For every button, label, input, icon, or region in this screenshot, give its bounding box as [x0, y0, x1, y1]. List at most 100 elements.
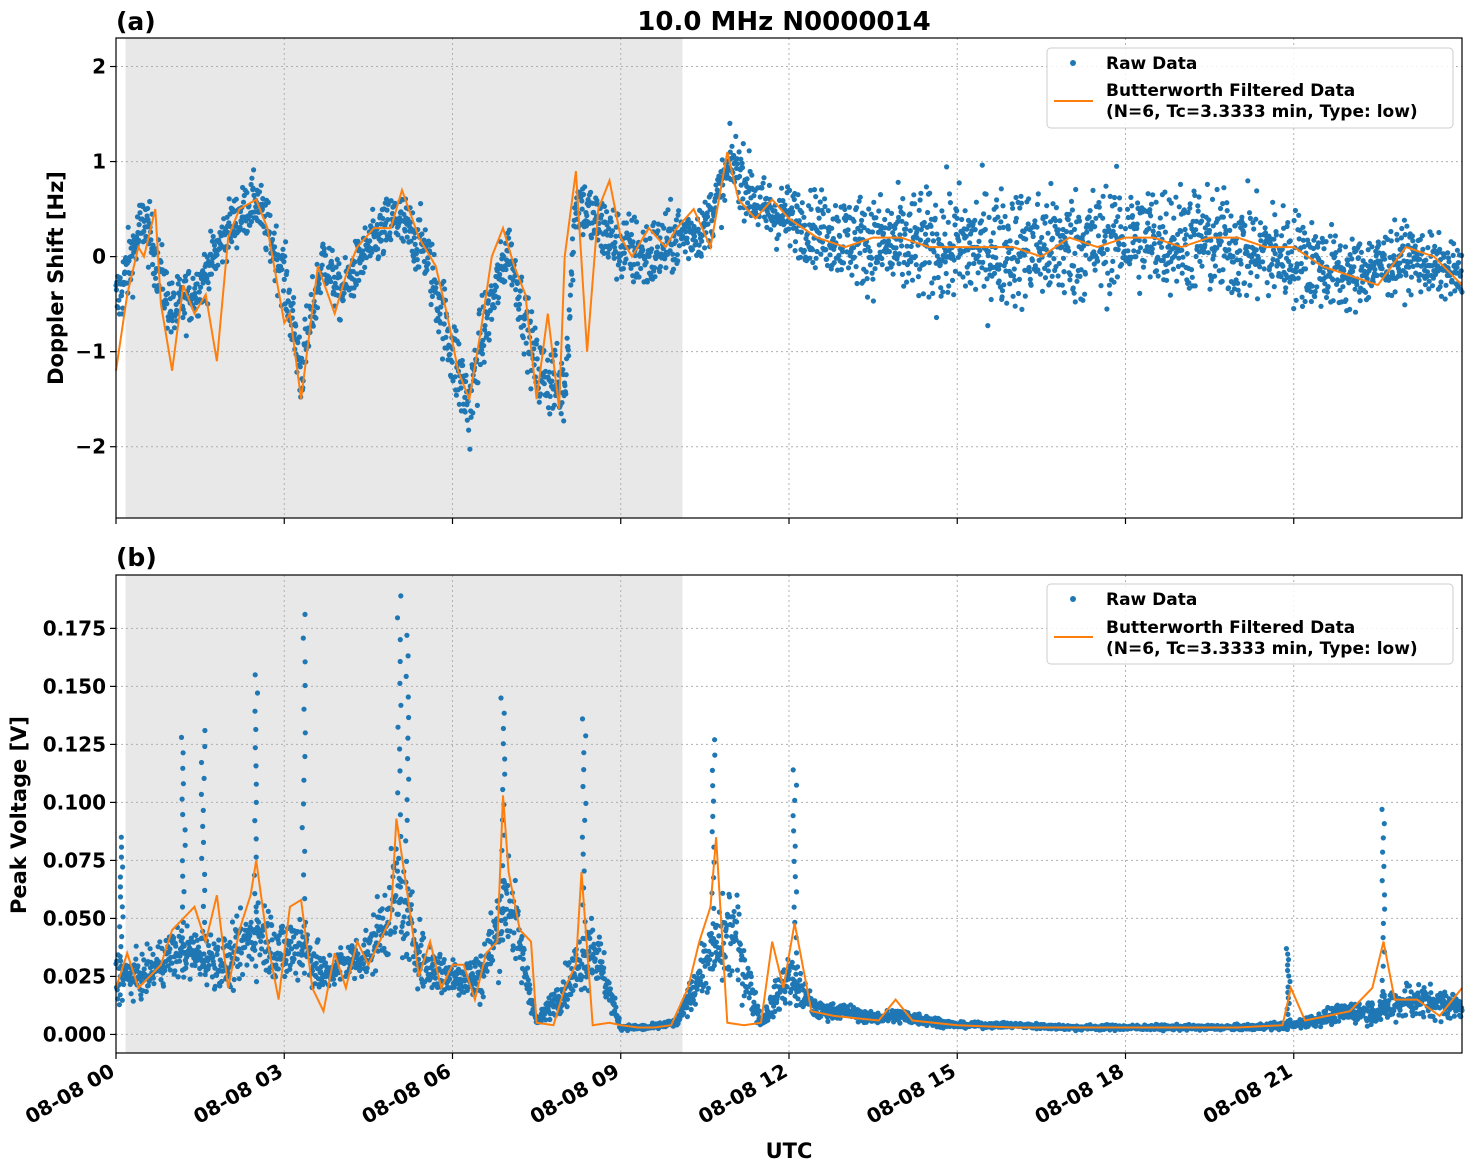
raw-data-point — [1313, 234, 1319, 240]
raw-data-point — [558, 1008, 564, 1015]
raw-data-point — [791, 196, 797, 203]
raw-data-point — [1247, 282, 1253, 288]
raw-data-point — [663, 265, 669, 271]
raw-data-point — [705, 214, 711, 220]
raw-data-point — [520, 956, 526, 962]
raw-data-point — [985, 253, 991, 259]
raw-data-point — [861, 212, 868, 218]
raw-data-point — [596, 934, 603, 940]
raw-data-point — [385, 951, 391, 957]
raw-data-point — [749, 172, 755, 178]
raw-data-point — [1220, 267, 1226, 273]
raw-data-point — [116, 1002, 122, 1008]
raw-data-point — [151, 283, 157, 289]
raw-data-point — [1209, 196, 1216, 202]
raw-data-point — [384, 207, 390, 213]
y-tick-label: 0 — [92, 245, 106, 269]
raw-data-point — [139, 951, 145, 957]
raw-data-point — [822, 196, 828, 202]
raw-data-point — [930, 238, 937, 244]
raw-data-point — [962, 208, 968, 214]
raw-data-point — [567, 292, 574, 298]
raw-data-point — [419, 231, 425, 237]
raw-data-point — [145, 983, 151, 989]
raw-data-point — [1140, 264, 1147, 270]
raw-data-point — [1199, 218, 1205, 224]
raw-data-point — [746, 148, 752, 154]
raw-data-point — [425, 261, 431, 267]
raw-data-point — [1245, 178, 1251, 184]
raw-data-point — [817, 199, 823, 205]
raw-data-point — [502, 278, 508, 284]
raw-data-point — [782, 202, 788, 208]
raw-data-point — [859, 217, 865, 223]
raw-data-point — [464, 417, 470, 423]
raw-data-point — [336, 261, 342, 267]
raw-data-point — [1111, 279, 1117, 285]
raw-data-point — [772, 208, 778, 214]
raw-data-point — [606, 246, 613, 252]
raw-data-point — [298, 929, 304, 935]
raw-data-point — [882, 225, 888, 231]
raw-data-point — [733, 930, 739, 936]
raw-data-point — [1100, 193, 1106, 199]
raw-data-point — [569, 236, 576, 242]
raw-data-point — [482, 323, 488, 329]
raw-data-point — [328, 278, 334, 285]
raw-data-point — [308, 291, 314, 298]
raw-data-point — [851, 218, 857, 224]
raw-data-point — [716, 933, 722, 939]
raw-data-point — [849, 272, 855, 278]
raw-data-point — [331, 981, 337, 987]
raw-data-point — [1253, 247, 1259, 253]
panel-b-shaded-span — [125, 575, 683, 1053]
raw-data-point — [214, 951, 220, 958]
figure-title: 10.0 MHz N0000014 — [637, 7, 930, 37]
raw-data-point — [683, 229, 689, 235]
raw-data-point — [409, 248, 415, 254]
raw-data-point — [145, 205, 151, 212]
raw-data-point — [612, 244, 618, 250]
raw-data-point — [408, 238, 414, 244]
raw-data-point — [387, 230, 393, 236]
raw-data-point — [314, 305, 321, 311]
panel-a-ylabel: Doppler Shift [Hz] — [44, 171, 68, 385]
raw-data-point — [272, 244, 278, 250]
raw-data-point — [1207, 286, 1213, 292]
raw-data-point — [988, 238, 994, 244]
raw-data-point — [708, 191, 714, 198]
raw-data-point — [148, 237, 154, 243]
raw-data-point — [1095, 258, 1101, 264]
raw-data-point — [821, 224, 827, 230]
y-tick-label: −1 — [75, 340, 106, 364]
raw-data-point — [779, 217, 786, 223]
raw-data-point — [591, 209, 597, 215]
raw-data-point — [443, 334, 449, 340]
raw-data-point — [1039, 288, 1046, 294]
raw-data-point — [168, 329, 174, 335]
raw-data-point — [1260, 259, 1266, 265]
raw-data-point — [175, 281, 181, 287]
raw-data-point — [290, 300, 296, 306]
raw-data-point — [179, 928, 185, 934]
raw-data-point — [584, 213, 590, 219]
raw-data-point — [1150, 192, 1156, 198]
raw-data-point — [565, 347, 571, 353]
raw-data-point — [917, 237, 924, 243]
raw-data-point — [164, 301, 170, 307]
raw-data-point — [322, 252, 329, 258]
raw-data-point — [562, 383, 568, 389]
raw-data-point — [931, 249, 937, 255]
raw-data-point — [1242, 222, 1248, 228]
raw-data-point — [176, 958, 183, 964]
raw-data-point — [943, 270, 949, 277]
raw-data-point — [334, 256, 340, 263]
raw-data-point — [1374, 272, 1380, 279]
raw-data-point — [620, 266, 627, 272]
raw-data-point — [896, 251, 903, 257]
raw-data-point — [904, 279, 910, 285]
raw-data-point — [809, 247, 816, 253]
raw-data-point — [1182, 226, 1188, 233]
raw-data-point — [467, 446, 473, 452]
raw-data-point — [133, 943, 139, 949]
